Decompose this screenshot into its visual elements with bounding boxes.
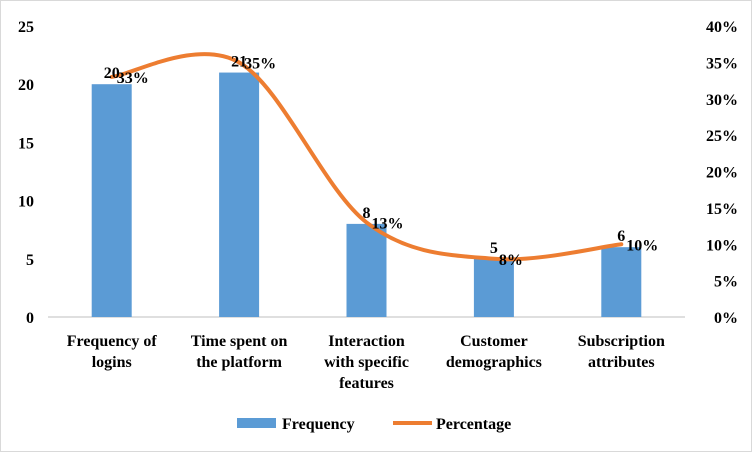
bar-data-label: 8 — [363, 205, 371, 222]
y-left-tick-label: 25 — [18, 19, 34, 36]
percentage-line — [109, 52, 624, 262]
category-label: Subscription attributes — [578, 333, 665, 371]
bar-data-label: 20 — [104, 65, 120, 82]
bar-frequency — [346, 223, 387, 317]
y-right-tick-label: 35% — [706, 55, 738, 72]
bar-data-label: 21 — [231, 54, 247, 71]
y-right-tick-label: 0% — [714, 310, 738, 327]
y-right-tick-label: 15% — [706, 201, 738, 218]
category-label: Interaction with specific features — [324, 333, 409, 392]
y-right-tick-label: 10% — [706, 237, 738, 254]
category-label: Frequency of logins — [67, 333, 158, 371]
bar-frequency — [473, 258, 514, 317]
frequency-data-labels: 20 21 8 5 6 — [104, 54, 626, 257]
y-right-tick-label: 25% — [706, 128, 738, 145]
y-right-tick-label: 5% — [714, 274, 738, 291]
category-label: Time spent on the platform — [191, 333, 288, 371]
y-left-tick-label: 0 — [26, 310, 34, 327]
y-right-tick-label: 40% — [706, 19, 738, 36]
y-left-tick-label: 15 — [18, 135, 34, 152]
bar-frequency — [91, 84, 132, 317]
y-left-tick-label: 5 — [26, 252, 34, 269]
percentage-data-label: 33% — [117, 70, 149, 87]
percentage-data-label: 13% — [372, 215, 404, 232]
legend-frequency-label: Frequency — [282, 416, 355, 433]
left-axis: 0 5 10 15 20 25 — [18, 19, 34, 327]
bar-frequency — [601, 247, 642, 317]
bar-frequency — [219, 72, 260, 317]
y-left-tick-label: 10 — [18, 194, 34, 211]
percentage-data-label: 8% — [499, 252, 523, 269]
bar-data-label: 6 — [617, 228, 625, 245]
legend: Frequency Percentage — [237, 416, 511, 433]
legend-frequency-swatch — [237, 418, 276, 428]
percentage-data-labels: 33% 35% 13% 8% 10% — [117, 55, 659, 268]
category-label: Customer demographics — [446, 333, 542, 371]
bar-data-label: 5 — [490, 240, 498, 257]
percentage-data-label: 35% — [244, 55, 276, 72]
right-axis: 0% 5% 10% 15% 20% 25% 30% 35% 40% — [706, 19, 738, 327]
legend-percentage-label: Percentage — [436, 416, 511, 433]
y-left-tick-label: 20 — [18, 77, 34, 94]
percentage-data-label: 10% — [626, 237, 658, 254]
y-right-tick-label: 20% — [706, 165, 738, 182]
category-axis: Frequency of logins Time spent on the platf… — [67, 333, 665, 392]
frequency-bars — [91, 72, 642, 317]
y-right-tick-label: 30% — [706, 92, 738, 109]
